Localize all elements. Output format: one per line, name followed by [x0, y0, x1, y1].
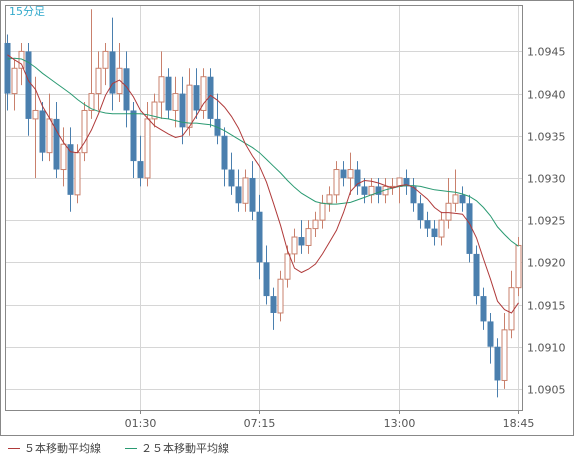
- candle-body-up: [81, 109, 88, 154]
- candle-body-up: [277, 278, 284, 314]
- y-tick-label: 1.0920: [527, 257, 566, 270]
- candle-body-up: [200, 76, 207, 111]
- candle-body-up: [333, 169, 340, 196]
- y-tick-label: 1.0945: [527, 46, 566, 59]
- candle-body-down: [109, 51, 116, 94]
- candle-body-up: [11, 67, 18, 95]
- candle-body-down: [473, 253, 480, 297]
- candle-body-down: [179, 93, 186, 128]
- candle-body-down: [249, 177, 256, 212]
- legend-item-ma25: ２５本移動平均線: [125, 440, 229, 456]
- candle-body-up: [347, 169, 354, 179]
- ma25-line: [7, 57, 519, 247]
- x-tick-label: 13:00: [384, 417, 416, 430]
- candle-body-up: [508, 287, 515, 331]
- candle-body-down: [403, 177, 410, 187]
- candle-body-down: [137, 161, 144, 178]
- candle-body-up: [144, 118, 151, 179]
- candle-body-up: [88, 93, 95, 111]
- candle-body-up: [172, 93, 179, 111]
- candle-body-down: [459, 194, 466, 204]
- y-tick-label: 1.0925: [527, 215, 566, 228]
- candle-body-up: [32, 109, 39, 120]
- candle-body-up: [312, 219, 319, 230]
- candle-body-down: [235, 186, 242, 204]
- candle-body-down: [67, 144, 74, 195]
- candlestick-chart: 1.0905 1.0910 1.0915 1.0920 1.0925 1.0930 1.09…: [0, 0, 574, 436]
- legend-item-ma5: ５本移動平均線: [8, 440, 101, 456]
- candle-body-up: [445, 202, 452, 221]
- candle-body-up: [291, 236, 298, 255]
- candle-body-up: [452, 194, 459, 204]
- candle-body-down: [466, 203, 473, 254]
- timeframe-label: 15分足: [9, 5, 45, 18]
- legend-swatch-ma5: [8, 447, 20, 449]
- candle-body-down: [53, 118, 60, 170]
- candle-body-up: [438, 219, 445, 238]
- candle-body-down: [361, 186, 368, 195]
- legend-swatch-ma25: [125, 447, 137, 449]
- candle-body-down: [228, 169, 235, 187]
- candle-body-up: [151, 101, 158, 120]
- candle-body-down: [123, 68, 130, 111]
- outer-frame: [0, 0, 574, 436]
- y-tick-label: 1.0905: [527, 384, 566, 397]
- candle-body-down: [256, 211, 263, 263]
- candle-body-up: [186, 84, 193, 128]
- candle-body-down: [340, 169, 347, 178]
- candle-body-up: [284, 253, 291, 280]
- candle-body-down: [25, 51, 32, 119]
- candle-body-up: [368, 185, 375, 196]
- candle-body-down: [130, 110, 137, 162]
- candle-body-down: [494, 346, 501, 381]
- y-tick-label: 1.0940: [527, 89, 566, 102]
- candle-body-up: [95, 67, 102, 95]
- candle-body-down: [487, 321, 494, 347]
- chart-legend: ５本移動平均線 ２５本移動平均線: [8, 438, 229, 458]
- candle-body-up: [158, 76, 165, 103]
- x-tick-label: 07:15: [244, 417, 276, 430]
- candle-body-down: [207, 76, 214, 119]
- candle-body-down: [270, 296, 277, 313]
- y-tick-label: 1.0915: [527, 300, 566, 313]
- candle-body-down: [431, 228, 438, 238]
- candle-body-up: [326, 194, 333, 204]
- candle-body-down: [424, 220, 431, 229]
- candle-body-down: [4, 42, 11, 94]
- candle-body-down: [480, 296, 487, 322]
- candle-body-up: [515, 244, 522, 289]
- candle-body-up: [102, 50, 109, 69]
- candle-body-down: [221, 135, 228, 170]
- candle-body-up: [501, 329, 508, 381]
- candle-body-down: [39, 110, 46, 153]
- candle-body-down: [417, 203, 424, 221]
- legend-label-ma25: ２５本移動平均線: [141, 442, 229, 455]
- x-tick-label: 01:30: [125, 417, 157, 430]
- y-tick-label: 1.0935: [527, 131, 566, 144]
- candle-body-up: [242, 177, 249, 204]
- plot-frame: [5, 5, 523, 411]
- ma5-line: [7, 54, 519, 314]
- candle-body-up: [46, 118, 53, 154]
- candle-body-up: [319, 202, 326, 221]
- candle-body-up: [60, 143, 67, 171]
- y-tick-label: 1.0930: [527, 173, 566, 186]
- candle-body-down: [375, 186, 382, 195]
- candle-body-up: [74, 152, 81, 196]
- candle-body-down: [263, 262, 270, 297]
- legend-label-ma5: ５本移動平均線: [24, 442, 101, 455]
- y-tick-label: 1.0910: [527, 342, 566, 355]
- candle-body-down: [410, 186, 417, 204]
- candle-body-down: [354, 169, 361, 187]
- candle-body-up: [305, 228, 312, 246]
- x-tick-label: 18:45: [503, 417, 535, 430]
- candle-body-down: [193, 85, 200, 111]
- candle-body-down: [298, 237, 305, 246]
- candle-body-down: [165, 76, 172, 111]
